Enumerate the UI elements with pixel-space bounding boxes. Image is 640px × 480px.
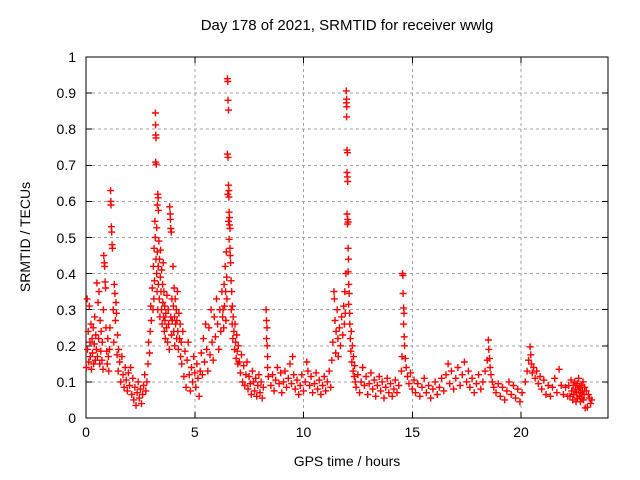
y-tick-label: 0.5 bbox=[56, 229, 76, 246]
y-tick-label: 0 bbox=[68, 410, 76, 426]
x-tick-label: 15 bbox=[404, 424, 421, 440]
x-tick-label: 20 bbox=[513, 424, 529, 440]
y-tick-label: 0.2 bbox=[56, 337, 76, 354]
x-axis-label: GPS time / hours bbox=[293, 453, 401, 469]
y-tick-label: 0.4 bbox=[56, 265, 76, 282]
y-tick-label: 0.1 bbox=[56, 373, 76, 390]
y-tick-label: 0.7 bbox=[56, 157, 76, 174]
chart-title: Day 178 of 2021, SRMTID for receiver wwl… bbox=[200, 17, 494, 34]
x-tick-label: 5 bbox=[190, 424, 199, 440]
y-tick-label: 1 bbox=[68, 49, 76, 65]
x-tick-label: 0 bbox=[82, 424, 90, 440]
y-tick-label: 0.6 bbox=[56, 193, 76, 210]
scatter-points bbox=[82, 75, 596, 412]
x-tick-label: 10 bbox=[295, 424, 312, 440]
y-tick-label: 0.8 bbox=[56, 121, 76, 138]
y-tick-label: 0.3 bbox=[56, 301, 76, 318]
y-tick-label: 0.9 bbox=[56, 85, 76, 102]
plot-border bbox=[85, 56, 609, 419]
